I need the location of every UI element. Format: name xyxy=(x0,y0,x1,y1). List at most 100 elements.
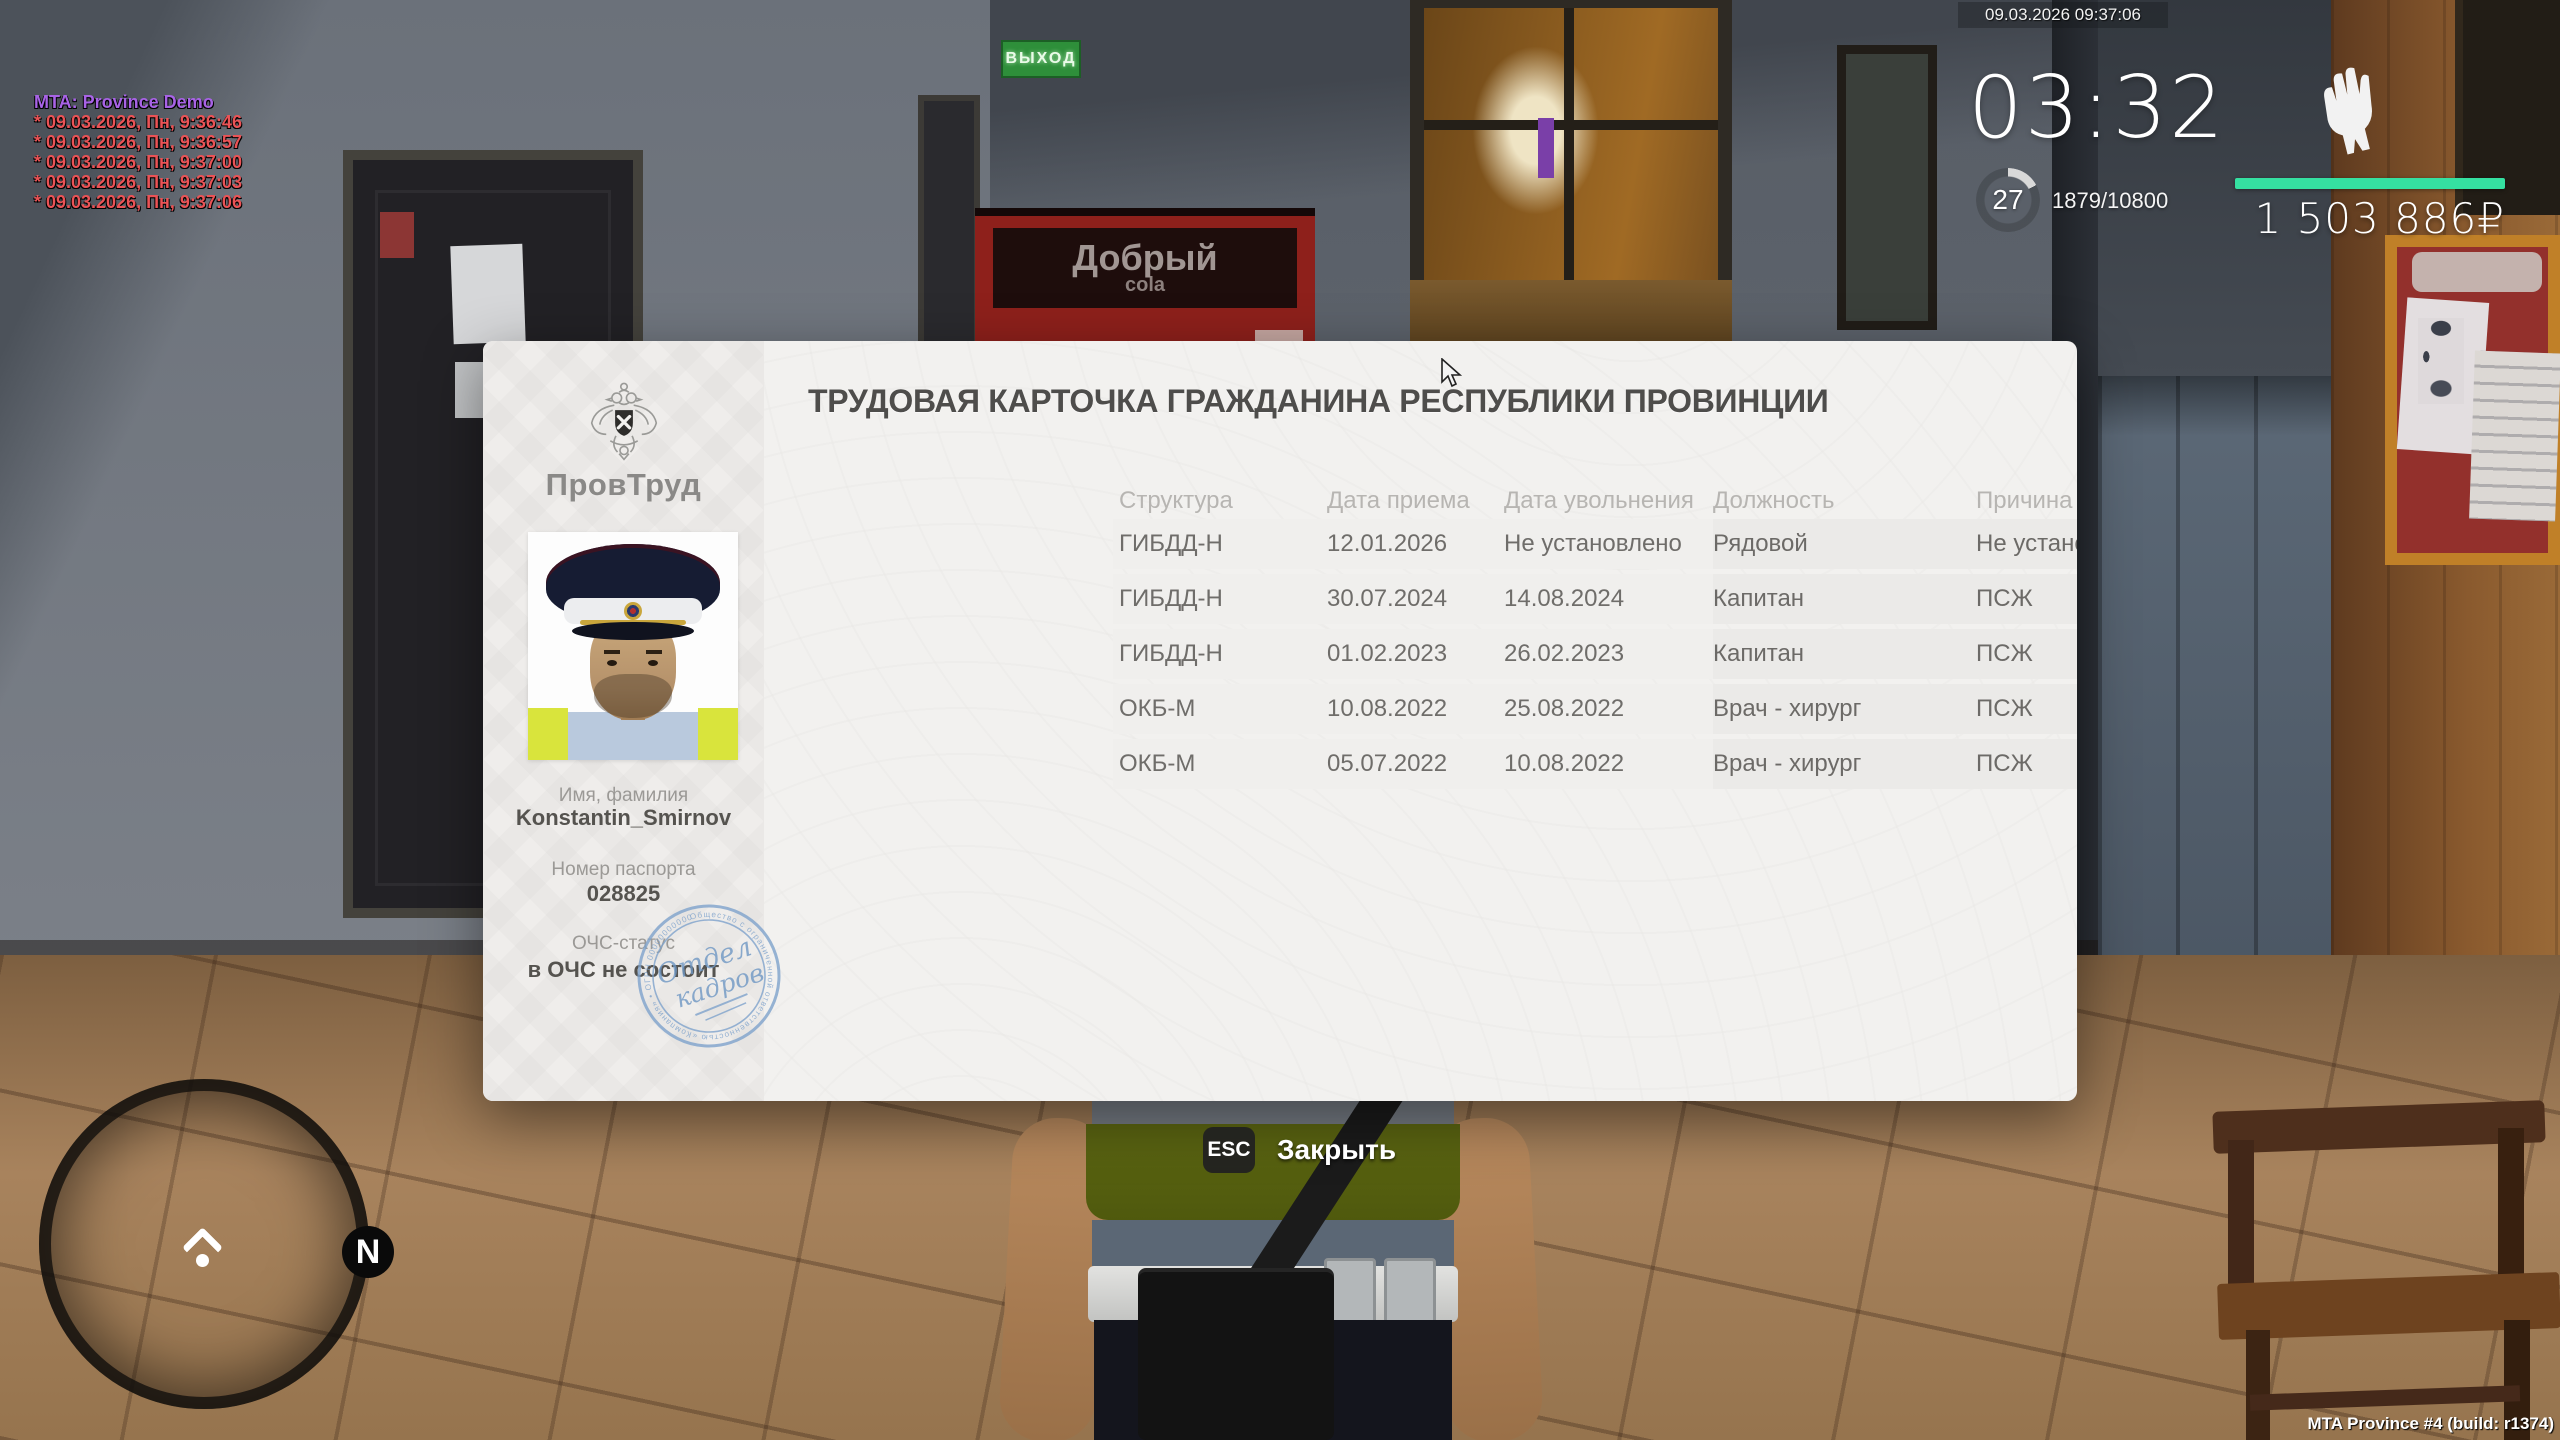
messenger-bag xyxy=(1138,1268,1334,1440)
chat-line: * 09.03.2026, Пн, 9:36:57 xyxy=(34,132,242,152)
passport-label: Номер паспорта xyxy=(551,859,696,880)
build-info: MTA Province #4 (build: r1374) xyxy=(2307,1414,2554,1433)
chat-line: * 09.03.2026, Пн, 9:37:03 xyxy=(34,172,242,192)
window-mullion-h xyxy=(1424,120,1718,130)
window-mullion xyxy=(1564,8,1574,280)
col-header-hire-date: Дата приема xyxy=(1327,487,1470,514)
vending-brand-label: Добрый xyxy=(1072,237,1218,278)
photo-brow xyxy=(604,650,620,654)
cell-hire-date: 01.02.2023 xyxy=(1327,640,1448,667)
player-hivis-vest xyxy=(1086,1124,1460,1220)
col-header-position: Должность xyxy=(1713,487,1835,514)
chat-server-title: MTA: Province Demo xyxy=(34,92,214,112)
photo-eye-2 xyxy=(648,660,658,666)
cell-structure: ОКБ-М xyxy=(1119,750,1196,777)
notice-poster xyxy=(2469,350,2560,522)
cell-fire-date: 14.08.2024 xyxy=(1504,585,1625,612)
cell-hire-date: 10.08.2022 xyxy=(1327,695,1448,722)
employment-table: Структура Дата приема Дата увольнения До… xyxy=(1113,341,2077,1101)
cell-fire-reason: Не установлено xyxy=(1976,530,2077,557)
cell-structure: ГИБДД-Н xyxy=(1119,640,1223,667)
citizen-photo xyxy=(528,532,738,760)
player-marker-dot xyxy=(196,1254,209,1267)
cell-fire-date: Не установлено xyxy=(1504,530,1682,557)
org-name: ПровТруд xyxy=(545,467,702,502)
cell-position: Рядовой xyxy=(1713,530,1808,557)
table-row: ОКБ-М 05.07.2022 10.08.2022 Врач - хирур… xyxy=(1113,739,2077,789)
passport-value: 028825 xyxy=(586,881,661,906)
chair-post xyxy=(2228,1140,2254,1300)
cell-fire-date: 25.08.2022 xyxy=(1504,695,1625,722)
chat-line: * 09.03.2026, Пн, 9:37:06 xyxy=(34,192,242,212)
vending-header: Добрый cola xyxy=(993,228,1297,308)
cell-fire-reason: ПСЖ xyxy=(1976,750,2033,777)
ochs-status-value: в ОЧС не состоит xyxy=(527,957,720,982)
vending-sub-label: cola xyxy=(1124,274,1166,296)
chat-box: MTA: Province Demo * 09.03.2026, Пн, 9:3… xyxy=(34,92,242,212)
chair-post-2 xyxy=(2498,1128,2524,1284)
level-progress-ring xyxy=(1976,168,2040,232)
col-header-fire-date: Дата увольнения xyxy=(1504,487,1694,514)
photo-cap-cockade xyxy=(624,602,642,620)
eagle-emblem-icon xyxy=(583,381,665,465)
photo-hivis-left xyxy=(528,708,568,760)
photo-hivis-right xyxy=(698,708,738,760)
chair-leg xyxy=(2246,1330,2270,1440)
cell-hire-date: 30.07.2024 xyxy=(1327,585,1448,612)
cell-position: Врач - хирург xyxy=(1713,750,1862,777)
chat-line: * 09.03.2026, Пн, 9:37:00 xyxy=(34,152,242,172)
chat-line: * 09.03.2026, Пн, 9:36:46 xyxy=(34,112,242,132)
table-row: ГИБДД-Н 01.02.2023 26.02.2023 Капитан ПС… xyxy=(1113,629,2077,679)
cell-position: Врач - хирург xyxy=(1713,695,1862,722)
wanted-poster-face xyxy=(2418,318,2464,404)
cell-hire-date: 05.07.2022 xyxy=(1327,750,1448,777)
chair-leg-2 xyxy=(2504,1320,2530,1440)
hud-datetime: 09.03.2026 09:37:06 xyxy=(1958,2,2168,28)
cell-structure: ГИБДД-Н xyxy=(1119,585,1223,612)
cell-fire-date: 26.02.2023 xyxy=(1504,640,1625,667)
name-value: Konstantin_Smirnov xyxy=(515,805,732,830)
cell-position: Капитан xyxy=(1713,585,1805,612)
close-label: Закрыть xyxy=(1277,1134,1397,1165)
cell-fire-reason: ПСЖ xyxy=(1976,695,2033,722)
col-header-structure: Структура xyxy=(1119,487,1233,514)
dark-corner-frame xyxy=(2455,0,2560,215)
photo-cap-visor xyxy=(572,622,694,640)
mouse-cursor-icon xyxy=(1438,357,1464,388)
cell-structure: ГИБДД-Н xyxy=(1119,530,1223,557)
card-title: ТРУДОВАЯ КАРТОЧКА ГРАЖДАНИНА РЕСПУБЛИКИ … xyxy=(808,383,1829,419)
cell-fire-date: 10.08.2022 xyxy=(1504,750,1625,777)
photo-eye xyxy=(607,660,617,666)
labor-card-panel: ПровТруд Имя, фамилия Konstant xyxy=(483,341,2077,1101)
cell-structure: ОКБ-М xyxy=(1119,695,1196,722)
table-row: ГИБДД-Н 12.01.2026 Не установлено Рядово… xyxy=(1113,519,2077,569)
cell-position: Капитан xyxy=(1713,640,1805,667)
table-row: ГИБДД-Н 30.07.2024 14.08.2024 Капитан ПС… xyxy=(1113,574,2077,624)
hud-game-clock: 03:32 xyxy=(1968,58,2226,158)
door-paper-note xyxy=(450,243,526,345)
cell-fire-reason: ПСЖ xyxy=(1976,640,2033,667)
table-row: ОКБ-М 10.08.2022 25.08.2022 Врач - хирур… xyxy=(1113,684,2077,734)
name-label: Имя, фамилия xyxy=(558,785,689,806)
money-progress-bar xyxy=(2235,178,2505,189)
door-red-sign xyxy=(380,212,414,258)
photo-stubble xyxy=(594,674,672,718)
window-object xyxy=(1538,118,1554,178)
esc-key-badge[interactable]: ESC xyxy=(1203,1127,1255,1173)
experience-counter: 1879/10800 xyxy=(2052,188,2169,213)
window-sill xyxy=(1410,280,1732,348)
fist-icon xyxy=(2300,66,2392,158)
money-amount: 1 503 886₽ xyxy=(2254,194,2505,243)
photo-brow-2 xyxy=(646,650,662,654)
close-hint[interactable]: ESC Закрыть xyxy=(1203,1126,1396,1174)
col-header-fire-reason: Причина увольнения xyxy=(1976,487,2077,514)
compass-north-badge: N xyxy=(342,1226,394,1278)
cell-fire-reason: ПСЖ xyxy=(1976,585,2033,612)
cell-hire-date: 12.01.2026 xyxy=(1327,530,1448,557)
dark-picture-frame xyxy=(1837,45,1937,330)
level-number: 27 xyxy=(1992,184,2024,215)
locker-shadow xyxy=(2098,376,2331,436)
exit-sign: ВЫХОД xyxy=(1001,40,1081,78)
card-sidebar: ПровТруд Имя, фамилия Konstant xyxy=(483,341,792,1101)
